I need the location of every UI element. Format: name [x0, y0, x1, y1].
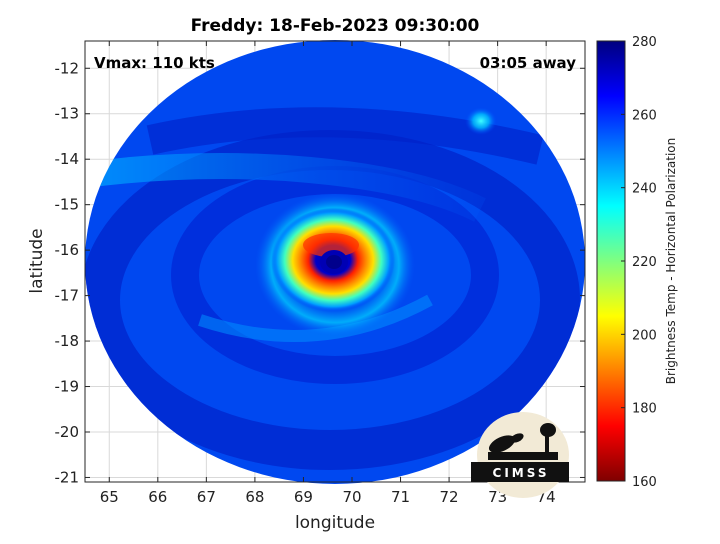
logo-text: CIMSS: [493, 466, 550, 480]
x-axis-label: longitude: [295, 513, 375, 533]
colorbar-tick-label: 240: [632, 182, 657, 197]
y-axis-label: latitude: [27, 228, 47, 293]
x-tick-label: 68: [245, 488, 264, 506]
y-tick-label: -16: [55, 241, 80, 259]
x-tick-label: 65: [100, 488, 119, 506]
cimss-logo: CIMSS: [471, 412, 569, 498]
x-tick-label: 71: [391, 488, 410, 506]
logo-building-icon: [488, 452, 558, 460]
y-tick-label: -18: [55, 332, 80, 350]
rainband-light-west: [85, 153, 486, 222]
y-tick-label: -17: [55, 287, 80, 305]
x-tick-label: 67: [197, 488, 216, 506]
colorbar-tick-label: 200: [632, 328, 657, 343]
chart-title: Freddy: 18-Feb-2023 09:30:00: [191, 16, 480, 36]
logo-dish-small-icon: [510, 433, 524, 443]
eyewall-north-hot: [303, 233, 359, 257]
y-tick-label: -21: [55, 468, 80, 486]
colorbar-label: Brightness Temp - Horizontal Polarizatio…: [664, 138, 678, 385]
logo-banner: [471, 462, 569, 482]
colorbar-tick-label: 260: [632, 108, 657, 123]
logo-tank-icon: [540, 423, 556, 437]
colorbar-gradient: [596, 40, 626, 482]
x-tick-label: 66: [148, 488, 167, 506]
axis-ticks: 65 66 67 68 69 70 71 72 73 74-12-13-14-15-16-17-1…: [55, 41, 585, 506]
y-tick-label: -15: [55, 196, 80, 214]
colorbar-tick-label: 160: [632, 475, 657, 490]
x-tick-label: 70: [342, 488, 361, 506]
microwave-swath: [85, 40, 585, 484]
y-tick-label: -12: [55, 59, 80, 77]
axes-frame: [84, 40, 586, 483]
colorbar-tick-label: 280: [632, 35, 657, 50]
secondary-convection: [465, 107, 497, 135]
colorbar-tick-label: 220: [632, 255, 657, 270]
y-tick-label: -20: [55, 423, 80, 441]
logo-dish-icon: [488, 435, 516, 453]
x-tick-label: 69: [294, 488, 313, 506]
eye-core: [326, 255, 342, 269]
logo-tower-icon: [545, 432, 549, 460]
y-tick-label: -19: [55, 378, 80, 396]
rainband-dark-north: [146, 107, 544, 165]
time-away-annotation: 03:05 away: [480, 54, 577, 72]
vmax-annotation: Vmax: 110 kts: [94, 54, 215, 72]
colorbar-ticks: 280 260 240 220 200 180 160: [621, 35, 657, 490]
colorbar-tick-label: 180: [632, 402, 657, 417]
colorbar: 280 260 240 220 200 180 160 Brightness Temp - …: [596, 35, 678, 490]
y-tick-label: -14: [55, 150, 80, 168]
y-tick-label: -13: [55, 105, 80, 123]
rainband-dark-outer: [85, 130, 580, 470]
x-tick-label: 72: [440, 488, 459, 506]
